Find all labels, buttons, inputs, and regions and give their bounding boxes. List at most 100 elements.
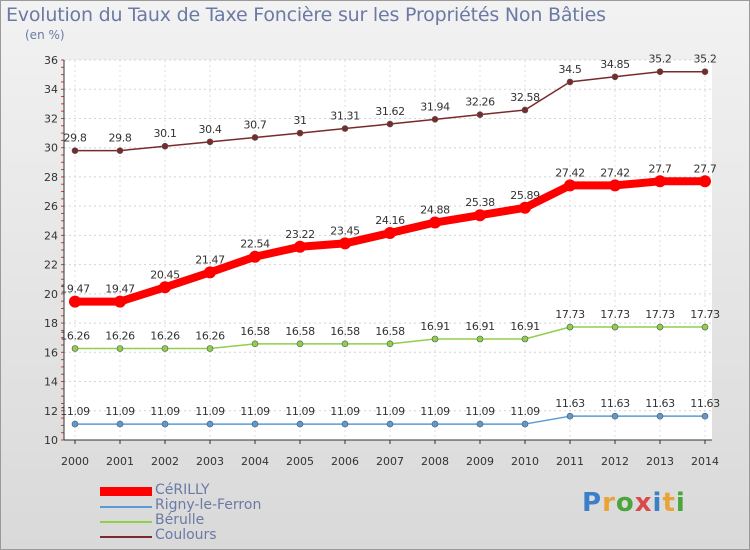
data-point-b-rulle	[206, 345, 214, 352]
data-point-rigny-le-ferron	[656, 412, 664, 420]
data-point-b-rulle	[71, 345, 79, 352]
logo-letter: r	[602, 488, 616, 518]
data-point-c-rilly	[114, 295, 126, 308]
series-layer	[69, 68, 711, 428]
legend-label: CéRILLY	[155, 482, 210, 498]
data-point-c-rilly	[564, 179, 576, 192]
data-label-rigny-le-ferron: 11.09	[240, 405, 270, 418]
data-point-rigny-le-ferron	[431, 420, 439, 428]
data-point-b-rulle	[386, 340, 394, 348]
y-tick-label: 22	[44, 259, 58, 272]
y-tick-label: 18	[44, 317, 58, 330]
data-label-rigny-le-ferron: 11.63	[645, 397, 675, 410]
legend-label: Bérulle	[155, 512, 205, 528]
legend-swatch	[100, 506, 152, 508]
data-point-b-rulle	[341, 340, 349, 348]
data-point-b-rulle	[161, 345, 169, 352]
y-tick-label: 20	[44, 288, 58, 301]
data-point-rigny-le-ferron	[251, 420, 259, 428]
data-point-c-rilly	[69, 295, 81, 308]
data-point-b-rulle	[611, 323, 619, 331]
logo-letter: o	[615, 488, 635, 518]
data-point-rigny-le-ferron	[71, 420, 79, 428]
y-tick-label: 14	[44, 376, 58, 389]
x-tick-label: 2013	[646, 455, 674, 468]
data-label-b-rulle: 16.58	[330, 325, 360, 338]
data-point-coulours	[611, 73, 619, 81]
data-label-c-rilly: 25.89	[510, 189, 540, 202]
data-point-rigny-le-ferron	[566, 412, 574, 420]
logo-letter: x	[634, 488, 653, 518]
y-tick-label: 26	[44, 200, 58, 213]
data-label-coulours: 35.2	[694, 53, 717, 66]
y-tick-label: 32	[44, 112, 58, 125]
data-label-coulours: 30.4	[199, 123, 222, 136]
x-tick-label: 2010	[511, 455, 539, 468]
x-tick-label: 2002	[151, 455, 179, 468]
x-tick-label: 2007	[376, 455, 404, 468]
data-label-c-rilly: 27.42	[555, 166, 585, 179]
data-label-coulours: 32.26	[465, 96, 495, 109]
data-point-c-rilly	[654, 175, 666, 188]
x-tick-label: 2001	[106, 455, 134, 468]
data-label-rigny-le-ferron: 11.63	[690, 397, 720, 410]
data-label-rigny-le-ferron: 11.09	[510, 405, 540, 418]
data-label-rigny-le-ferron: 11.09	[375, 405, 405, 418]
data-label-coulours: 31.31	[330, 110, 360, 123]
data-point-rigny-le-ferron	[521, 420, 529, 428]
data-label-c-rilly: 23.45	[330, 224, 360, 237]
logo-letter: i	[652, 488, 663, 518]
data-point-c-rilly	[204, 266, 216, 279]
data-label-rigny-le-ferron: 11.09	[330, 405, 360, 418]
x-tick-label: 2012	[601, 455, 629, 468]
data-label-rigny-le-ferron: 11.63	[600, 397, 630, 410]
data-label-coulours: 29.8	[109, 132, 132, 145]
data-point-b-rulle	[701, 323, 709, 331]
data-point-coulours	[296, 129, 304, 137]
data-point-coulours	[251, 134, 259, 141]
data-point-rigny-le-ferron	[116, 420, 124, 428]
data-label-c-rilly: 25.38	[465, 196, 495, 209]
data-point-c-rilly	[339, 237, 351, 250]
data-point-b-rulle	[431, 335, 439, 343]
data-label-b-rulle: 16.58	[375, 325, 405, 338]
data-label-c-rilly: 27.7	[694, 162, 717, 175]
data-label-b-rulle: 16.91	[465, 320, 495, 333]
data-label-b-rulle: 17.73	[600, 308, 630, 321]
data-point-b-rulle	[251, 340, 259, 348]
x-tick-label: 2008	[421, 455, 449, 468]
data-point-rigny-le-ferron	[701, 412, 709, 420]
data-label-c-rilly: 24.16	[375, 214, 405, 227]
data-point-c-rilly	[609, 179, 621, 192]
data-point-b-rulle	[521, 335, 529, 343]
data-point-c-rilly	[699, 175, 711, 188]
data-label-b-rulle: 17.73	[690, 308, 720, 321]
data-point-coulours	[341, 125, 349, 132]
y-tick-label: 30	[44, 142, 58, 155]
data-point-b-rulle	[296, 340, 304, 348]
chart-title: Evolution du Taux de Taxe Foncière sur l…	[6, 4, 606, 26]
data-point-coulours	[431, 116, 439, 123]
data-label-coulours: 29.8	[64, 132, 87, 145]
data-point-c-rilly	[294, 240, 306, 253]
data-point-c-rilly	[384, 227, 396, 240]
x-tick-label: 2000	[61, 455, 89, 468]
data-point-b-rulle	[476, 335, 484, 343]
data-labels: 29.8 29.8 30.1 30.4 30.7 31 31.31 31.62 31.94 32.…	[60, 53, 720, 418]
data-point-coulours	[161, 142, 169, 150]
x-tick-label: 2011	[556, 455, 584, 468]
legend-swatch	[100, 536, 152, 538]
data-label-rigny-le-ferron: 11.09	[150, 405, 180, 418]
axes: 10 12 14 16 18 20 22 24 26 28 30 32 34 36 2000 2001 2002…	[44, 54, 719, 468]
data-label-coulours: 32.58	[510, 91, 540, 104]
data-point-coulours	[206, 138, 214, 146]
data-point-coulours	[476, 111, 484, 118]
data-point-rigny-le-ferron	[206, 420, 214, 428]
x-tick-label: 2014	[691, 455, 719, 468]
data-label-b-rulle: 16.91	[420, 320, 450, 333]
legend-swatch	[100, 521, 152, 523]
legend-label: Rigny-le-Ferron	[155, 497, 262, 513]
y-tick-label: 36	[44, 54, 58, 67]
data-label-b-rulle: 16.26	[105, 330, 135, 343]
